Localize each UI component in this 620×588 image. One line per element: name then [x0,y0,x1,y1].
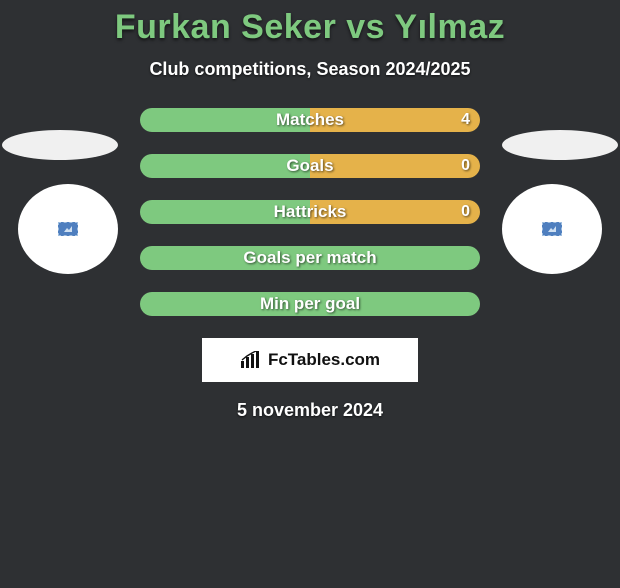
stat-bar: Goals 0 [140,154,480,178]
stat-bar-left-segment [140,154,310,178]
stat-bar-right-value: 0 [461,203,470,221]
stat-bar-right-value: 0 [461,157,470,175]
page-title: Furkan Seker vs Yılmaz [0,8,620,47]
stat-bar: Min per goal [140,292,480,316]
brand-text: FcTables.com [268,350,380,370]
footer-date: 5 november 2024 [0,400,620,421]
stat-bar-label: Goals [286,156,333,176]
bar-chart-icon [240,351,262,369]
stat-bar-right-segment [310,154,480,178]
player-right-shadow [502,130,618,160]
stat-bar-label: Goals per match [243,248,376,268]
page-subtitle: Club competitions, Season 2024/2025 [0,59,620,80]
placeholder-image-icon [58,222,78,236]
stat-bar-right-value: 4 [461,111,470,129]
stat-bar: Goals per match [140,246,480,270]
placeholder-image-icon [542,222,562,236]
stat-bar-label: Hattricks [274,202,347,222]
player-left-avatar [18,184,118,274]
stat-bar: Matches 4 [140,108,480,132]
comparison-bars: Matches 4 Goals 0 Hattricks 0 Goals per match M… [140,108,480,316]
player-right-avatar [502,184,602,274]
stat-bar-label: Matches [276,110,344,130]
stat-bar-label: Min per goal [260,294,360,314]
brand-box: FcTables.com [202,338,418,382]
stat-bar: Hattricks 0 [140,200,480,224]
player-left-shadow [2,130,118,160]
